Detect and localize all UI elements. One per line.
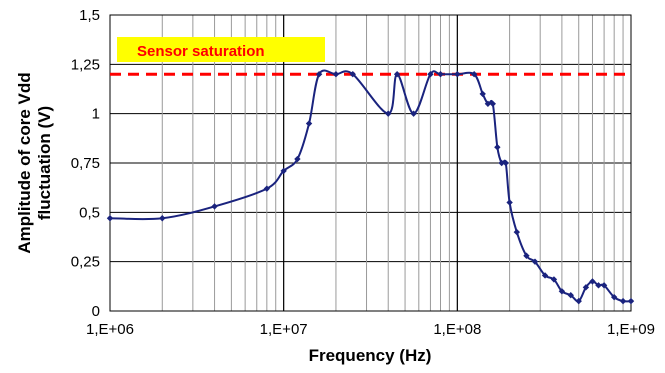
data-point [506,199,513,206]
data-point [627,297,635,305]
y-tick-label: 0 [92,303,100,320]
annotation-highlight-box [117,37,325,62]
x-tick-label: 1,E+07 [260,321,308,338]
data-point [513,228,521,236]
x-axis-tick-labels: 1,E+06 1,E+07 1,E+08 1,E+09 [86,321,655,338]
data-point [589,278,596,285]
y-tick-label: 1,25 [71,56,100,73]
data-point [498,159,505,167]
data-point [494,144,501,151]
data-point [211,203,218,210]
x-tick-label: 1,E+08 [433,321,481,338]
data-point [558,288,566,295]
data-point [502,159,509,167]
data-point [393,71,401,78]
data-point [489,100,496,107]
y-axis-title-line-1: Amplitude of core Vdd [15,72,34,253]
x-tick-label: 1,E+06 [86,321,134,338]
data-point [479,90,486,98]
y-tick-label: 1,5 [79,7,100,24]
data-point [315,71,323,78]
y-tick-label: 0,5 [79,204,100,221]
data-point [470,71,478,78]
data-point [484,100,492,107]
y-axis-title-line-2: fluctuation (V) [35,106,54,220]
data-point [427,71,434,78]
data-point [523,252,530,259]
x-tick-label: 1,E+09 [607,321,655,338]
data-point [263,185,271,192]
data-point [550,276,558,283]
data-point [454,71,461,78]
data-point [349,71,356,78]
data-point [595,282,602,289]
annotation-label: Sensor saturation [137,43,265,60]
data-point [385,110,392,117]
y-axis-tick-labels: 0 0,25 0,5 0,75 1 1,25 1,5 [71,7,100,320]
data-point [106,215,114,222]
y-tick-label: 0,25 [71,254,100,271]
y-tick-label: 1 [92,106,100,123]
data-point [437,71,444,78]
series-line [109,69,632,303]
x-axis-title: Frequency (Hz) [309,346,432,365]
data-point [619,297,627,305]
data-point [305,120,313,127]
data-point [541,272,549,279]
grid-lines [110,15,631,311]
plot-area-frame [109,14,632,312]
data-point [567,292,574,299]
sensor-saturation-annotation: Sensor saturation [117,37,325,62]
data-point [575,297,582,305]
data-point [600,282,608,289]
data-point [294,155,301,163]
data-point [610,293,618,301]
y-tick-label: 0,75 [71,155,100,172]
data-point [410,110,417,117]
data-point [332,71,340,78]
y-axis-title: Amplitude of core Vdd fluctuation (V) [15,72,54,253]
data-point [531,258,539,265]
data-markers [106,71,635,305]
data-point [159,215,166,222]
data-point [280,167,287,175]
data-point [582,284,590,291]
